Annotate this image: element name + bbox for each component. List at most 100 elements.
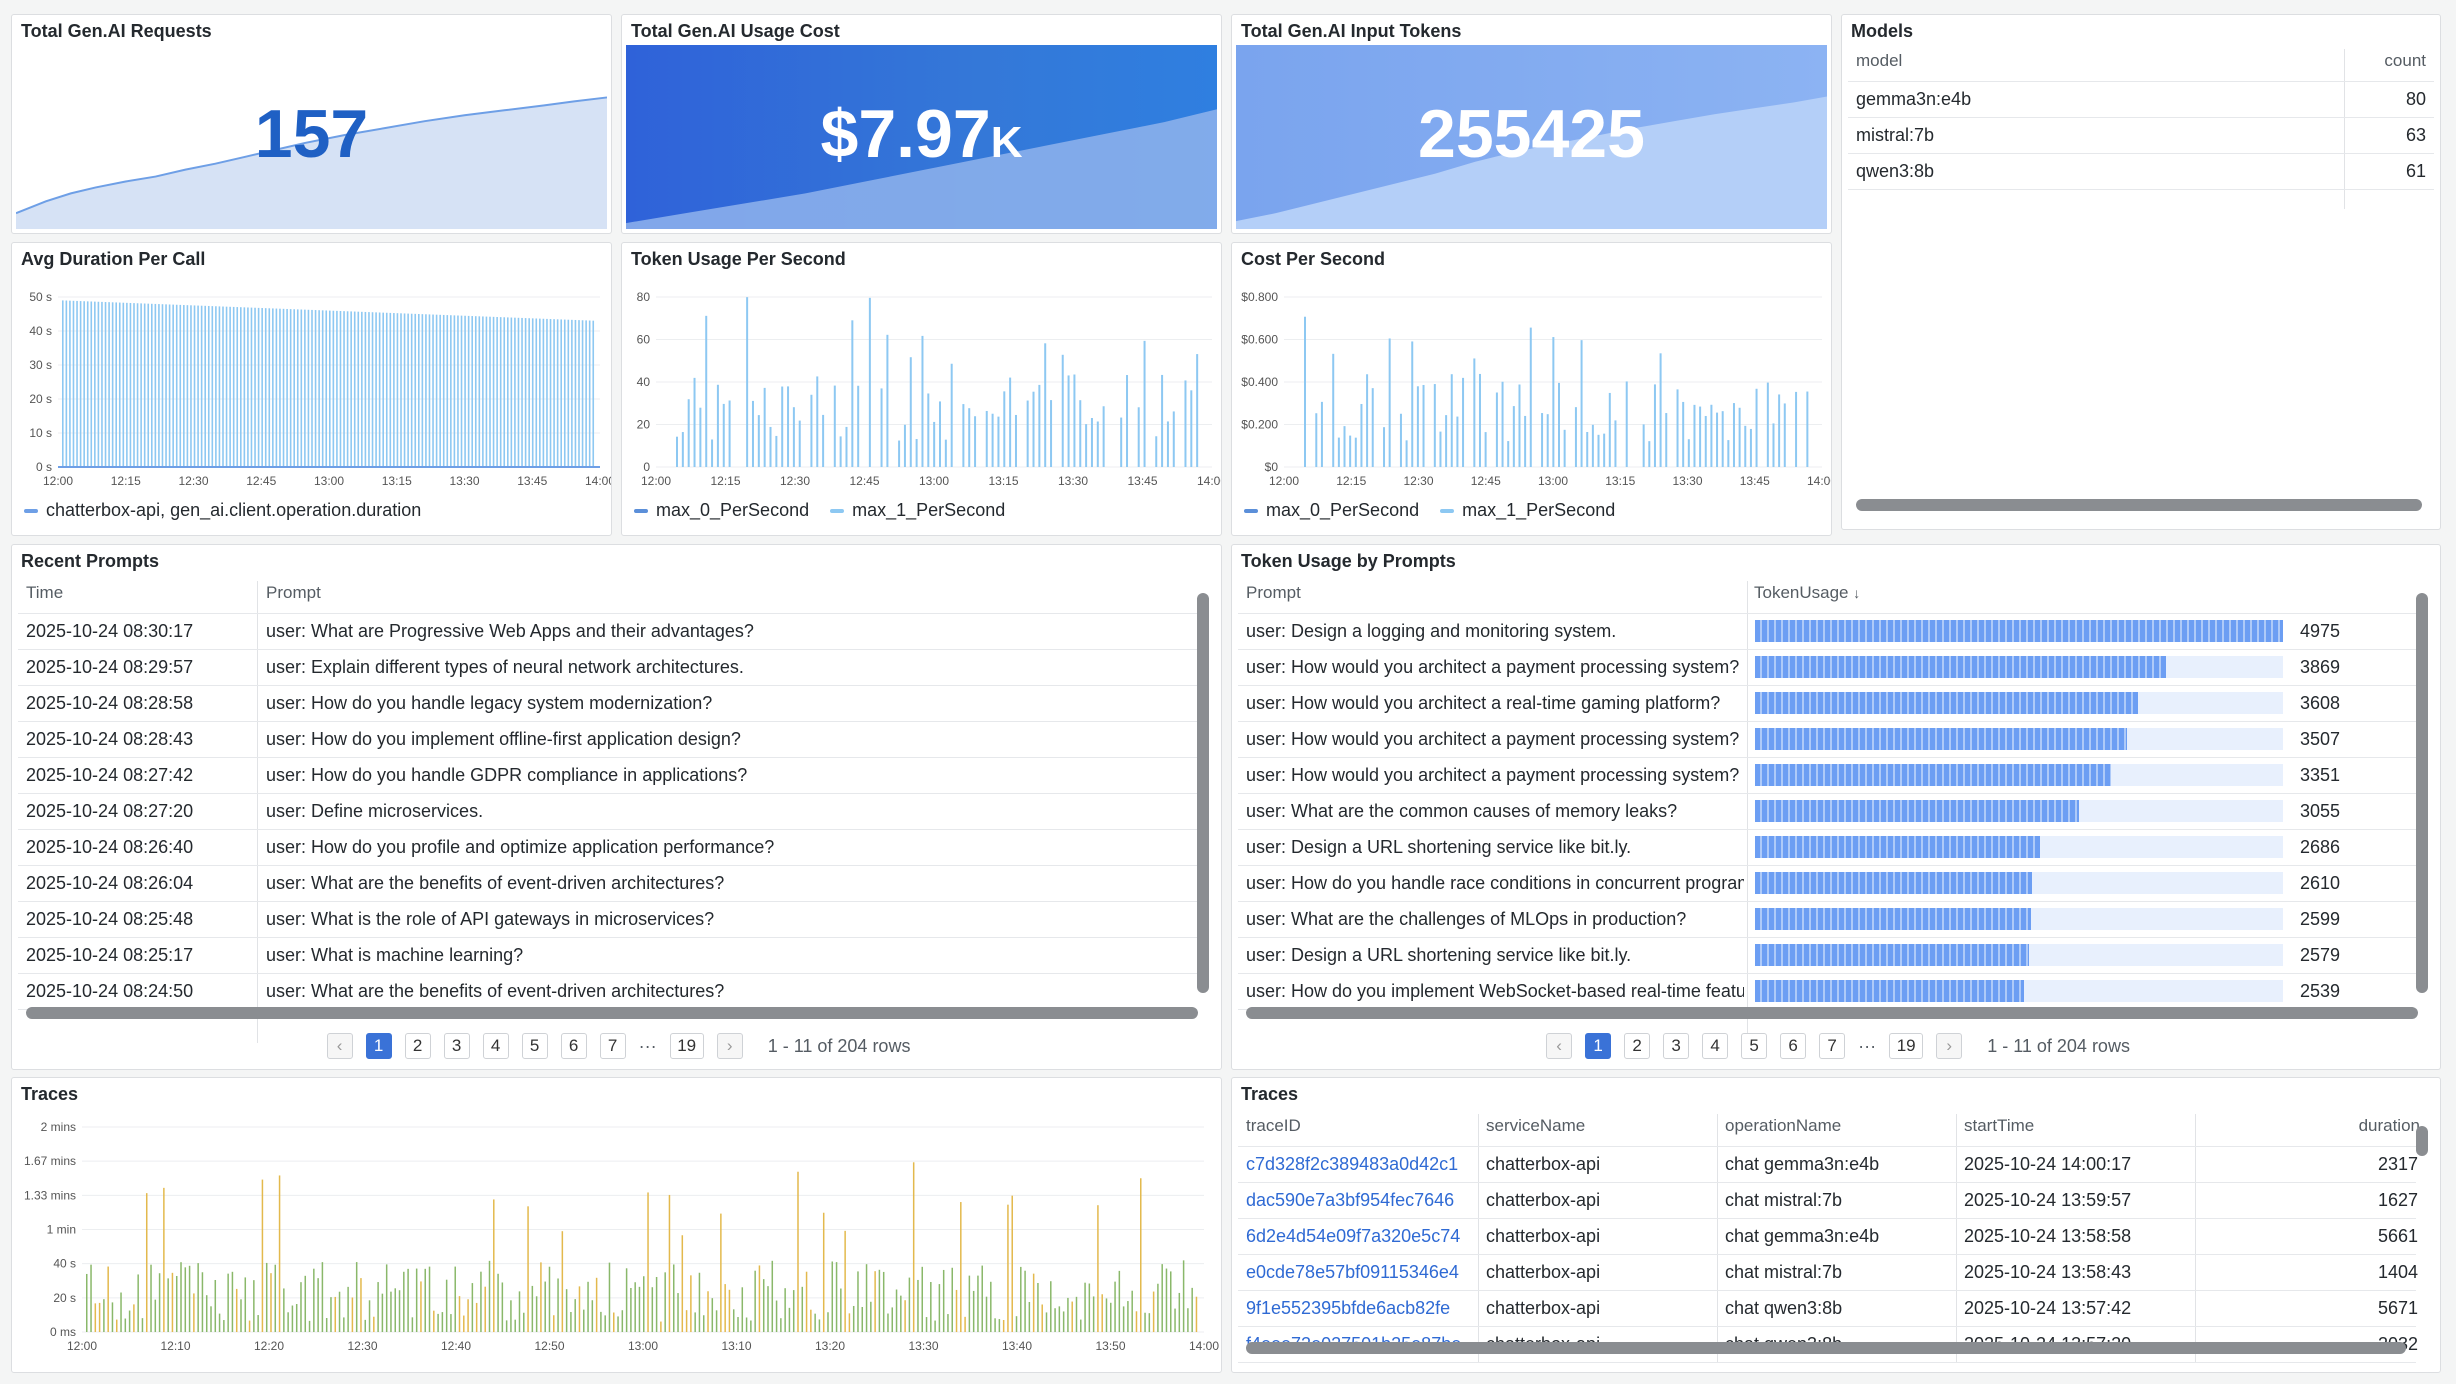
table-row[interactable]: user: How do you implement WebSocket-bas… [1238, 973, 2416, 1010]
header-service-name[interactable]: serviceName [1486, 1116, 1586, 1135]
table-row[interactable]: qwen3:8b 61 [1848, 153, 2434, 190]
header-start-time[interactable]: startTime [1964, 1116, 2035, 1135]
page-button[interactable]: 3 [443, 1033, 470, 1059]
table-row[interactable]: 6d2e4d54e09f7a320e5c74 chatterbox-api chat… [1238, 1218, 2418, 1255]
page-button[interactable]: 4 [482, 1033, 509, 1059]
legend-item[interactable]: chatterbox-api, gen_ai.client.operation.… [24, 500, 421, 520]
table-row[interactable]: user: How do you handle race conditions … [1238, 865, 2416, 902]
page-button[interactable]: 2 [1624, 1033, 1651, 1059]
legend-item[interactable]: max_0_PerSecond [634, 500, 809, 520]
page-button[interactable]: 19 [669, 1033, 704, 1059]
table-row[interactable]: 2025-10-24 08:25:48 user: What is the rol… [18, 901, 1197, 938]
x-tick-label: 13:30 [908, 1339, 938, 1353]
table-row[interactable]: user: How would you architect a payment … [1238, 721, 2416, 758]
header-count[interactable]: count [2384, 51, 2426, 70]
table-row[interactable]: user: Design a logging and monitoring sy… [1238, 613, 2416, 650]
table-row[interactable]: user: Design a URL shortening service li… [1238, 829, 2416, 866]
table-row[interactable]: gemma3n:e4b 80 [1848, 81, 2434, 118]
legend-item[interactable]: max_0_PerSecond [1244, 500, 1419, 520]
horizontal-scrollbar[interactable] [1246, 1342, 2406, 1354]
trace-bar [145, 1193, 148, 1332]
table-row[interactable]: 9f1e552395bfde6acb82fe chatterbox-api chat… [1238, 1290, 2418, 1327]
table-row[interactable]: 2025-10-24 08:27:42 user: How do you hand… [18, 757, 1197, 794]
rate-bar [775, 435, 778, 467]
token-rate-panel: Token Usage Per Second 80 60 40 20 0 12:00 12:… [621, 242, 1222, 536]
page-button[interactable]: 1 [1585, 1033, 1612, 1059]
rate-bar [1563, 429, 1566, 467]
page-button[interactable]: 2 [404, 1033, 431, 1059]
header-operation-name[interactable]: operationName [1725, 1116, 1842, 1135]
table-row[interactable]: user: What are the challenges of MLOps i… [1238, 901, 2416, 938]
prev-page-button[interactable]: ‹ [326, 1033, 353, 1059]
table-row[interactable]: dac590e7a3bf954fec7646 chatterbox-api chat… [1238, 1182, 2418, 1219]
duration-bar [321, 310, 324, 467]
table-row[interactable]: 2025-10-24 08:28:58 user: How do you hand… [18, 685, 1197, 722]
table-row[interactable]: 2025-10-24 08:25:17 user: What is machine… [18, 937, 1197, 974]
next-page-button[interactable]: › [1936, 1033, 1963, 1059]
header-model[interactable]: model [1856, 51, 1903, 70]
panel-title[interactable]: Total Gen.AI Usage Cost [631, 21, 840, 41]
vertical-scrollbar[interactable] [1197, 593, 1209, 993]
panel-title[interactable]: Total Gen.AI Input Tokens [1241, 21, 1462, 41]
next-page-button[interactable]: › [716, 1033, 743, 1059]
sort-desc-icon[interactable]: ↓ [1853, 585, 1861, 601]
trace-bar [553, 1315, 555, 1332]
panel-title[interactable]: Token Usage Per Second [631, 249, 846, 269]
page-button[interactable]: 7 [1819, 1033, 1846, 1059]
trace-id-link[interactable]: c7d328f2c389483a0d42c1 [1246, 1154, 1459, 1174]
table-row[interactable]: c7d328f2c389483a0d42c1 chatterbox-api chat… [1238, 1146, 2418, 1183]
legend-item[interactable]: max_1_PerSecond [830, 500, 1005, 520]
table-row[interactable]: 2025-10-24 08:28:43 user: How do you impl… [18, 721, 1197, 758]
page-button[interactable]: 7 [599, 1033, 626, 1059]
panel-title[interactable]: Traces [21, 1084, 79, 1104]
table-row[interactable]: mistral:7b 63 [1848, 117, 2434, 154]
header-prompt[interactable]: Prompt [266, 583, 321, 602]
header-duration[interactable]: duration [2358, 1116, 2420, 1135]
table-row[interactable]: 2025-10-24 08:26:04 user: What are the be… [18, 865, 1197, 902]
panel-title[interactable]: Token Usage by Prompts [1241, 551, 1456, 571]
page-button[interactable]: 1 [365, 1033, 392, 1059]
trace-bar [788, 1307, 791, 1332]
table-row[interactable]: user: How would you architect a payment … [1238, 757, 2416, 794]
table-row[interactable]: user: How would you architect a payment … [1238, 649, 2416, 686]
panel-title[interactable]: Models [1851, 21, 1914, 41]
panel-title[interactable]: Total Gen.AI Requests [21, 21, 212, 41]
page-button[interactable]: 5 [1741, 1033, 1768, 1059]
table-row[interactable]: 2025-10-24 08:27:20 user: Define microser… [18, 793, 1197, 830]
vertical-scrollbar[interactable] [2416, 1126, 2428, 1156]
table-row[interactable]: user: How would you architect a real-tim… [1238, 685, 2416, 722]
page-button[interactable]: 19 [1889, 1033, 1924, 1059]
trace-id-link[interactable]: dac590e7a3bf954fec7646 [1246, 1190, 1455, 1210]
trace-bar [955, 1289, 958, 1332]
trace-id-link[interactable]: e0cde78e57bf09115346e4 [1246, 1262, 1459, 1282]
page-button[interactable]: 3 [1663, 1033, 1690, 1059]
table-row[interactable]: 2025-10-24 08:26:40 user: How do you prof… [18, 829, 1197, 866]
vertical-scrollbar[interactable] [2416, 593, 2428, 993]
table-row[interactable]: e0cde78e57bf09115346e4 chatterbox-api chat… [1238, 1254, 2418, 1291]
panel-title[interactable]: Cost Per Second [1241, 249, 1386, 269]
table-row[interactable]: user: Design a URL shortening service li… [1238, 937, 2416, 974]
table-row[interactable]: 2025-10-24 08:30:17 user: What are Progre… [18, 613, 1197, 650]
trace-id-link[interactable]: 9f1e552395bfde6acb82fe [1246, 1298, 1451, 1318]
header-time[interactable]: Time [26, 583, 64, 602]
panel-title[interactable]: Traces [1241, 1084, 1299, 1104]
prev-page-button[interactable]: ‹ [1546, 1033, 1573, 1059]
page-button[interactable]: 6 [1780, 1033, 1807, 1059]
trace-id-link[interactable]: 6d2e4d54e09f7a320e5c74 [1246, 1226, 1461, 1246]
horizontal-scrollbar[interactable] [26, 1007, 1198, 1019]
horizontal-scrollbar[interactable] [1856, 499, 2422, 511]
page-button[interactable]: 4 [1702, 1033, 1729, 1059]
header-prompt[interactable]: Prompt [1246, 583, 1301, 602]
page-button[interactable]: 6 [560, 1033, 587, 1059]
horizontal-scrollbar[interactable] [1246, 1007, 2418, 1019]
trace-bar [711, 1298, 714, 1332]
table-row[interactable]: 2025-10-24 08:24:50 user: What are the be… [18, 973, 1197, 1010]
header-trace-id[interactable]: traceID [1246, 1116, 1301, 1135]
table-row[interactable]: 2025-10-24 08:29:57 user: Explain differe… [18, 649, 1197, 686]
legend-item[interactable]: max_1_PerSecond [1440, 500, 1615, 520]
header-token-usage[interactable]: TokenUsage ↓ [1754, 583, 1860, 603]
panel-title[interactable]: Avg Duration Per Call [21, 249, 206, 269]
table-row[interactable]: user: What are the common causes of memo… [1238, 793, 2416, 830]
panel-title[interactable]: Recent Prompts [21, 551, 160, 571]
page-button[interactable]: 5 [521, 1033, 548, 1059]
